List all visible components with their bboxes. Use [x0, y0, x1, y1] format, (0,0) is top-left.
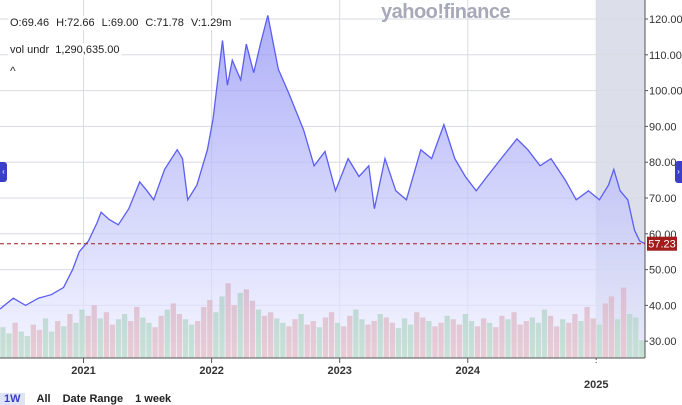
- y-tick-label: 100.00: [649, 86, 682, 98]
- caret-up-icon[interactable]: ^: [10, 64, 16, 78]
- all-button[interactable]: All: [37, 393, 51, 405]
- close-value: C:71.78: [145, 17, 184, 29]
- high-value: H:72.66: [56, 17, 95, 29]
- y-tick-label: 120.00: [649, 14, 682, 26]
- y-tick-label: 40.00: [649, 300, 677, 312]
- y-tick-label: 30.00: [649, 336, 677, 348]
- x-tick-label: 2025: [584, 379, 608, 391]
- low-value: L:69.00: [102, 17, 139, 29]
- date-range-button[interactable]: Date Range: [63, 393, 124, 405]
- last-price-label: 57.23: [648, 239, 676, 251]
- x-tick-label: 2022: [199, 365, 223, 377]
- left-panel-toggle[interactable]: ‹: [0, 162, 7, 182]
- price-area: [0, 15, 645, 358]
- y-tick-label: 80.00: [649, 157, 677, 169]
- yahoo-finance-logo: yahoo!finance: [381, 1, 510, 24]
- interval-button[interactable]: 1W: [0, 393, 25, 405]
- open-value: O:69.46: [10, 17, 49, 29]
- interval-select[interactable]: 1 week: [135, 393, 171, 405]
- x-tick-label: 2024: [456, 365, 481, 377]
- volume-underlay-readout: vol undr 1,290,635.00: [8, 43, 122, 57]
- bottom-toolbar: 1W All Date Range 1 week: [0, 393, 183, 405]
- x-tick-label: 2023: [327, 365, 351, 377]
- volume-underlay-label: vol undr: [10, 44, 49, 56]
- y-tick-label: 70.00: [649, 193, 677, 205]
- volume-value: V:1.29m: [191, 17, 232, 29]
- right-panel-toggle[interactable]: ›: [675, 161, 682, 183]
- ohlc-readout: O:69.46 H:72.66 L:69.00 C:71.78 V:1.29m: [8, 16, 240, 30]
- y-tick-label: 90.00: [649, 121, 677, 133]
- volume-underlay-value: 1,290,635.00: [55, 44, 119, 56]
- y-tick-label: 50.00: [649, 265, 677, 277]
- x-tick-label: 2021: [71, 365, 95, 377]
- y-tick-label: 110.00: [649, 50, 682, 62]
